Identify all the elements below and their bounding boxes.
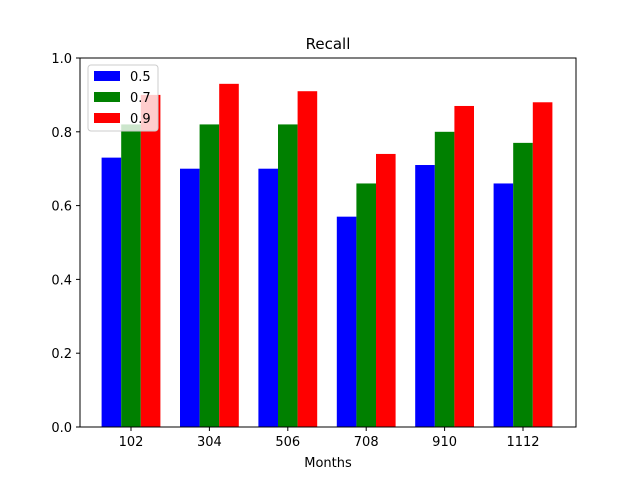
y-tick-label: 0.4 <box>51 273 72 288</box>
x-tick-label: 708 <box>354 435 379 450</box>
bar-0.5-304 <box>180 168 200 427</box>
chart-title: Recall <box>306 35 351 53</box>
bar-0.9-102 <box>140 94 161 428</box>
bar-0.9-506 <box>297 91 318 428</box>
bar-0.7-506 <box>278 124 298 428</box>
legend-swatch-0.5 <box>94 71 120 81</box>
bar-0.5-708 <box>336 216 357 427</box>
legend-swatch-0.7 <box>94 92 120 102</box>
legend-swatch-0.9 <box>94 113 120 123</box>
legend-label: 0.9 <box>130 112 151 127</box>
bar-0.9-708 <box>376 153 396 427</box>
x-tick-label: 506 <box>275 435 300 450</box>
bar-0.9-1112 <box>532 102 553 427</box>
legend-label: 0.5 <box>130 70 151 85</box>
x-tick-label: 102 <box>119 435 144 450</box>
x-tick-label: 910 <box>432 435 457 450</box>
bar-0.5-102 <box>101 157 122 427</box>
x-tick-label: 1112 <box>506 435 539 450</box>
y-tick-label: 0.0 <box>51 421 72 436</box>
bar-0.7-1112 <box>513 142 533 427</box>
axes-frame <box>79 57 577 428</box>
bar-0.7-708 <box>356 183 376 427</box>
plot-area: 102 304 506 708 910 1112 0.0 0.2 0.4 0.6 0.8 1.0 <box>51 52 577 450</box>
bar-0.5-1112 <box>493 183 514 427</box>
legend: 0.5 0.7 0.9 <box>87 64 159 132</box>
bar-0.7-102 <box>121 124 141 428</box>
bar-0.7-304 <box>199 124 220 428</box>
bar-0.9-910 <box>454 105 474 427</box>
y-tick-label: 0.8 <box>51 126 72 141</box>
bar-0.7-910 <box>434 131 455 428</box>
y-tick-label: 0.6 <box>51 200 72 215</box>
x-tick-label: 304 <box>197 435 222 450</box>
bar-0.9-304 <box>219 83 239 427</box>
legend-label: 0.7 <box>130 91 151 106</box>
y-tick-label: 0.2 <box>51 347 72 362</box>
x-axis-label: Months <box>304 456 352 471</box>
bar-0.5-910 <box>415 165 435 427</box>
y-tick-label: 1.0 <box>51 52 72 67</box>
bar-0.5-506 <box>258 168 278 427</box>
